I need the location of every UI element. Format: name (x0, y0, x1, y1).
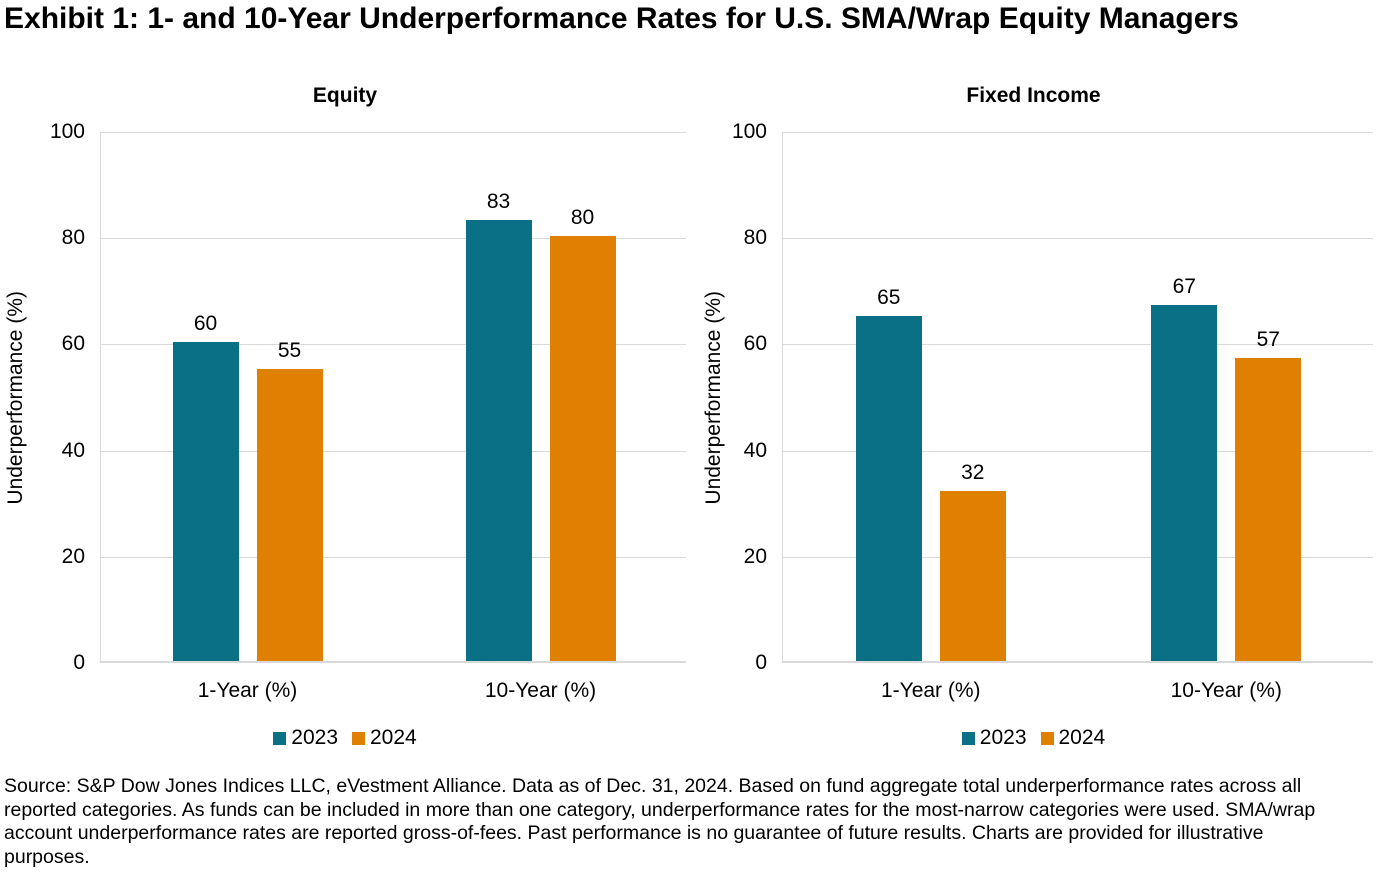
bar-2024-10-year (549, 236, 616, 661)
gridline-60 (783, 344, 1373, 346)
bar-value-label: 65 (877, 285, 901, 309)
bar-2023-1-year (172, 342, 239, 661)
bar-2023-10-year (465, 220, 532, 661)
legend-label-2023: 2023 (979, 726, 1027, 749)
fixed-income-chart: Fixed Income Underperformance (%) 0 20 40 6… (690, 80, 1377, 749)
gridline-20 (101, 556, 686, 558)
bar-value-label: 83 (486, 190, 511, 214)
legend-item-2023: 2023 (961, 726, 1027, 750)
legend-swatch-2023 (273, 731, 287, 745)
y-axis-title-text: Underperformance (%) (702, 290, 725, 505)
legend-item-2024: 2024 (1040, 726, 1106, 750)
x-category-label: 10-Year (%) (1170, 679, 1282, 702)
bar-value-label: 57 (1256, 328, 1280, 352)
equity-plot-area: 0 20 40 60 80 100 60 55 1-Year (%) 83 80 10-Year (%… (50, 120, 686, 702)
equity-y-axis-title: Underperformance (%) (2, 132, 30, 663)
bar-2023-10-year (1151, 305, 1218, 661)
gridline-20 (783, 556, 1373, 558)
y-axis-title-text: Underperformance (%) (4, 290, 27, 505)
legend-label-2023: 2023 (291, 726, 338, 749)
y-tick-40: 40 (743, 438, 767, 462)
gridline-80 (783, 238, 1373, 240)
y-tick-20: 20 (61, 544, 85, 568)
legend-item-2024: 2024 (352, 726, 417, 750)
bar-value-label: 60 (193, 312, 218, 336)
equity-chart: Equity Underperformance (%) 0 20 40 60 80 100… (0, 80, 690, 749)
gridline-100 (101, 132, 686, 133)
page-title: Exhibit 1: 1- and 10-Year Underperforman… (4, 2, 1239, 35)
fixed-income-plot-area: 0 20 40 60 80 100 65 32 1-Year (%) 67 57 10-Year (%… (732, 120, 1373, 702)
bar-value-label: 55 (277, 338, 302, 362)
legend-item-2023: 2023 (273, 726, 338, 750)
y-tick-0: 0 (755, 651, 767, 674)
bar-2024-1-year (256, 368, 323, 661)
gridline-40 (783, 450, 1373, 452)
y-tick-0: 0 (73, 651, 85, 674)
gridline-40 (101, 450, 686, 452)
fixed-income-legend: 2023 2024 (690, 726, 1377, 750)
legend-swatch-2024 (352, 731, 365, 745)
fixed-income-chart-title: Fixed Income (966, 84, 1101, 107)
bar-value-label: 80 (570, 206, 595, 230)
y-tick-20: 20 (743, 544, 767, 568)
gridline-100 (783, 132, 1373, 133)
gridline-60 (101, 344, 686, 346)
equity-legend: 2023 2024 (0, 726, 690, 750)
y-tick-80: 80 (743, 226, 767, 250)
bar-2023-1-year (855, 315, 922, 661)
bar-2024-1-year (939, 491, 1006, 661)
x-category-label: 10-Year (%) (484, 679, 597, 702)
y-tick-100: 100 (731, 120, 767, 143)
bar-value-label: 67 (1172, 275, 1196, 299)
fixed-income-y-axis-title: Underperformance (%) (700, 132, 728, 663)
y-tick-40: 40 (61, 438, 85, 462)
equity-chart-title: Equity (312, 84, 378, 107)
y-tick-80: 80 (61, 226, 85, 250)
y-tick-60: 60 (61, 332, 85, 356)
legend-swatch-2023 (961, 731, 975, 745)
bar-value-label: 32 (961, 461, 985, 485)
legend-swatch-2024 (1040, 731, 1054, 745)
gridline-80 (101, 238, 686, 240)
x-category-label: 1-Year (%) (197, 679, 298, 702)
legend-label-2024: 2024 (370, 726, 417, 749)
source-note: Source: S&P Dow Jones Indices LLC, eVest… (4, 775, 1316, 868)
y-tick-100: 100 (49, 120, 85, 143)
bar-2024-10-year (1235, 358, 1302, 661)
x-category-label: 1-Year (%) (880, 679, 981, 702)
y-tick-60: 60 (743, 332, 767, 356)
legend-label-2024: 2024 (1058, 726, 1106, 749)
